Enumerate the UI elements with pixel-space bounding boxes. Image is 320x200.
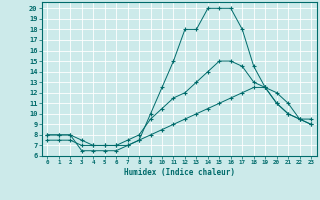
X-axis label: Humidex (Indice chaleur): Humidex (Indice chaleur)	[124, 168, 235, 177]
